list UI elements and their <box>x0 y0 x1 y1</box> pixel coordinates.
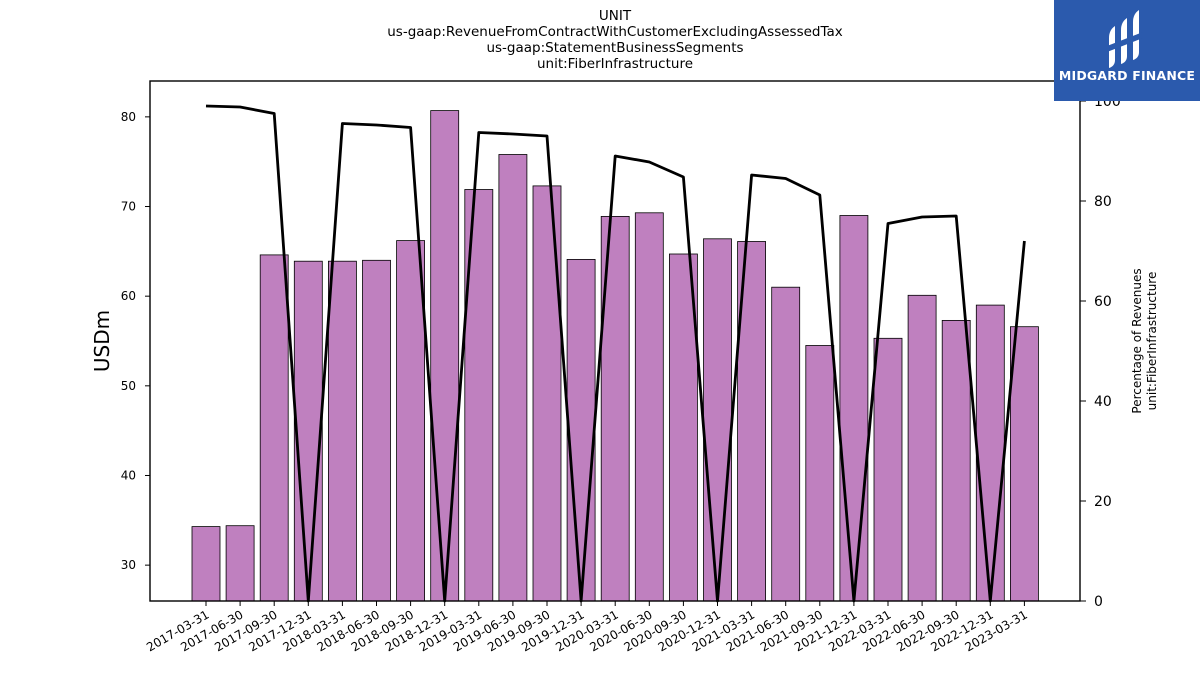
chart-title: UNIT us-gaap:RevenueFromContractWithCust… <box>387 8 843 72</box>
bar-2017-12-31 <box>293 260 323 602</box>
y-left-tick-label: 70 <box>121 200 136 214</box>
bar-2022-06-30 <box>907 294 937 602</box>
y-right-tick-label: 80 <box>1094 194 1112 210</box>
y-axis-left: 30 40 50 60 70 80 <box>121 110 150 572</box>
bar-series <box>191 110 1039 602</box>
bar-2022-09-30 <box>941 319 971 602</box>
bar-2019-09-30 <box>532 185 562 602</box>
midgard-logo-icon <box>1107 10 1143 68</box>
y-left-tick-label: 60 <box>121 289 136 303</box>
bar-2021-06-30 <box>771 286 801 602</box>
y-axis-right-label-line-1: Percentage of Revenues <box>1130 268 1144 413</box>
y-right-tick-label: 40 <box>1094 394 1112 410</box>
brand-logo: MIDGARD FINANCE <box>1054 0 1200 101</box>
bar-2019-06-30 <box>498 154 528 602</box>
y-right-tick-label: 0 <box>1094 594 1103 610</box>
bar-2022-12-31 <box>975 304 1005 602</box>
x-axis: 2017-03-312017-06-302017-09-302017-12-31… <box>144 601 1030 654</box>
bar-2023-03-31 <box>1010 326 1039 602</box>
y-axis-right-label-line-2: unit:FiberInfrastructure <box>1145 272 1159 411</box>
bar-2019-12-31 <box>566 258 596 602</box>
bar-2018-06-30 <box>362 259 391 602</box>
bar-2017-03-31 <box>191 526 221 602</box>
chart-title-line-4: unit:FiberInfrastructure <box>537 56 693 72</box>
bar-2018-03-31 <box>327 260 357 602</box>
y-left-tick-label: 40 <box>121 468 136 482</box>
chart-title-line-1: UNIT <box>599 8 632 24</box>
bar-2018-09-30 <box>396 240 426 602</box>
bar-2018-12-31 <box>430 110 460 602</box>
y-left-tick-label: 30 <box>121 558 136 572</box>
y-right-tick-label: 20 <box>1094 494 1112 510</box>
chart-title-line-2: us-gaap:RevenueFromContractWithCustomerE… <box>387 24 843 40</box>
bar-2020-09-30 <box>669 253 698 602</box>
y-axis-left-label: USDm <box>90 310 114 372</box>
bar-2022-03-31 <box>873 337 903 602</box>
bar-2021-12-31 <box>839 215 869 602</box>
bar-2020-12-31 <box>703 238 732 602</box>
brand-name: MIDGARD FINANCE <box>1058 68 1196 83</box>
bar-2020-06-30 <box>634 212 664 602</box>
y-left-tick-label: 50 <box>121 379 136 393</box>
chart-title-line-3: us-gaap:StatementBusinessSegments <box>486 40 743 56</box>
y-right-tick-label: 60 <box>1094 294 1112 310</box>
bar-2021-09-30 <box>805 345 835 602</box>
y-left-tick-label: 80 <box>121 110 136 124</box>
bar-2017-06-30 <box>225 525 255 602</box>
bar-2017-09-30 <box>259 254 289 602</box>
